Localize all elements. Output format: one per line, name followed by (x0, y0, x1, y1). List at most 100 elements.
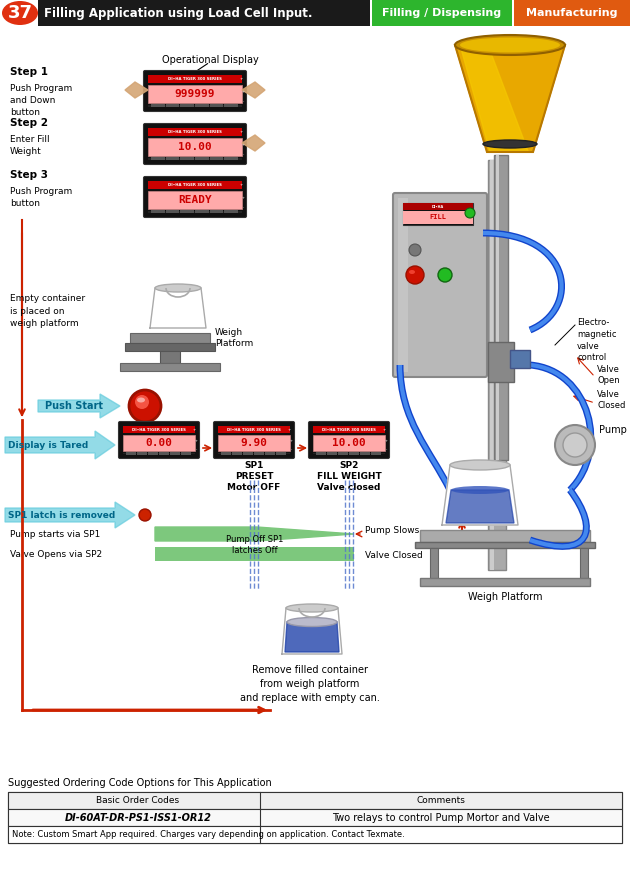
Circle shape (563, 433, 587, 457)
Bar (170, 452, 180, 455)
Text: Push Program
and Down
button: Push Program and Down button (10, 84, 72, 117)
Circle shape (465, 208, 475, 218)
Bar (181, 452, 191, 455)
Ellipse shape (455, 35, 565, 55)
Bar (420, 578, 590, 586)
Text: 10.00: 10.00 (178, 142, 212, 152)
Bar (243, 452, 253, 455)
Bar (180, 105, 194, 107)
Text: +: + (239, 183, 243, 187)
Bar (148, 138, 242, 156)
Bar (159, 452, 169, 455)
Text: Filling Application using Load Cell Input.: Filling Application using Load Cell Inpu… (44, 6, 312, 19)
Ellipse shape (287, 618, 337, 626)
Bar (210, 105, 223, 107)
Bar (123, 453, 195, 454)
Bar (372, 0, 512, 26)
Text: Basic Order Codes: Basic Order Codes (96, 796, 180, 805)
Polygon shape (242, 135, 265, 151)
Bar (148, 158, 242, 160)
Bar (210, 158, 223, 160)
Circle shape (139, 509, 151, 521)
Bar (137, 452, 147, 455)
Bar (155, 547, 354, 561)
Bar (123, 426, 195, 434)
Bar (276, 452, 286, 455)
Text: DI•HA TIGER 300 SERIES: DI•HA TIGER 300 SERIES (227, 428, 281, 432)
Bar (180, 158, 194, 160)
Text: +

-: + - (242, 90, 245, 104)
Circle shape (135, 395, 149, 409)
Bar (148, 105, 242, 107)
Text: Comments: Comments (416, 796, 466, 805)
Text: Enter Fill
Weight: Enter Fill Weight (10, 135, 50, 156)
Bar (8, 792, 622, 843)
Bar (403, 203, 473, 225)
Text: SP1 latch is removed: SP1 latch is removed (8, 510, 115, 519)
Ellipse shape (460, 37, 560, 52)
Bar (148, 75, 242, 84)
Bar (195, 105, 209, 107)
FancyBboxPatch shape (393, 193, 487, 377)
Text: Manufacturing: Manufacturing (526, 8, 618, 18)
Bar (148, 452, 158, 455)
Ellipse shape (409, 270, 415, 274)
Bar (8, 792, 622, 809)
Circle shape (406, 266, 424, 284)
Text: 999999: 999999 (175, 89, 215, 99)
Bar (148, 128, 242, 137)
Polygon shape (446, 490, 514, 523)
Bar (403, 211, 473, 224)
Bar (224, 158, 238, 160)
Bar (430, 548, 438, 578)
Text: FILL: FILL (430, 214, 447, 220)
Text: Valve Opens via SP2: Valve Opens via SP2 (10, 550, 102, 558)
Circle shape (129, 390, 161, 422)
Bar (494, 155, 508, 460)
Text: READY: READY (178, 195, 212, 205)
Ellipse shape (2, 1, 38, 25)
Text: Note: Custom Smart App required. Charges vary depending on application. Contact : Note: Custom Smart App required. Charges… (12, 830, 404, 839)
Text: Step 1: Step 1 (10, 67, 48, 77)
Bar (148, 192, 242, 209)
Text: 37: 37 (8, 4, 33, 22)
Bar (151, 158, 164, 160)
Bar (254, 452, 264, 455)
Bar (510, 350, 530, 368)
Bar (313, 453, 385, 454)
FancyBboxPatch shape (144, 177, 246, 218)
Text: +

-: + - (385, 438, 388, 452)
Circle shape (409, 244, 421, 256)
Text: Suggested Ordering Code Options for This Application: Suggested Ordering Code Options for This… (8, 778, 272, 788)
Bar (151, 105, 164, 107)
Bar (218, 453, 290, 454)
Ellipse shape (483, 140, 537, 148)
FancyBboxPatch shape (144, 124, 246, 165)
Ellipse shape (450, 460, 510, 470)
Bar (166, 158, 180, 160)
Polygon shape (5, 502, 135, 528)
Text: DI•HA TIGER 300 SERIES: DI•HA TIGER 300 SERIES (168, 78, 222, 81)
Text: Valve Closed: Valve Closed (365, 550, 423, 559)
Text: DI•HA TIGER 300 SERIES: DI•HA TIGER 300 SERIES (132, 428, 186, 432)
Bar (403, 203, 473, 210)
Text: Electro-
magnetic
valve
control: Electro- magnetic valve control (577, 318, 617, 362)
Bar (313, 426, 385, 434)
Bar (490, 160, 494, 570)
Text: Display is Tared: Display is Tared (8, 441, 88, 449)
Bar (224, 105, 238, 107)
Bar (166, 211, 180, 213)
Text: Empty container
is placed on
weigh platform: Empty container is placed on weigh platf… (10, 294, 85, 328)
Bar (166, 105, 180, 107)
Bar (349, 452, 359, 455)
Text: Operational Display: Operational Display (162, 55, 258, 65)
Text: Push Start: Push Start (45, 401, 103, 411)
Ellipse shape (286, 604, 338, 612)
Bar (224, 211, 238, 213)
Bar (130, 333, 210, 343)
Bar (195, 158, 209, 160)
Bar (265, 452, 275, 455)
Circle shape (438, 268, 452, 282)
Text: DI•HA TIGER 300 SERIES: DI•HA TIGER 300 SERIES (322, 428, 376, 432)
Bar (218, 426, 290, 434)
